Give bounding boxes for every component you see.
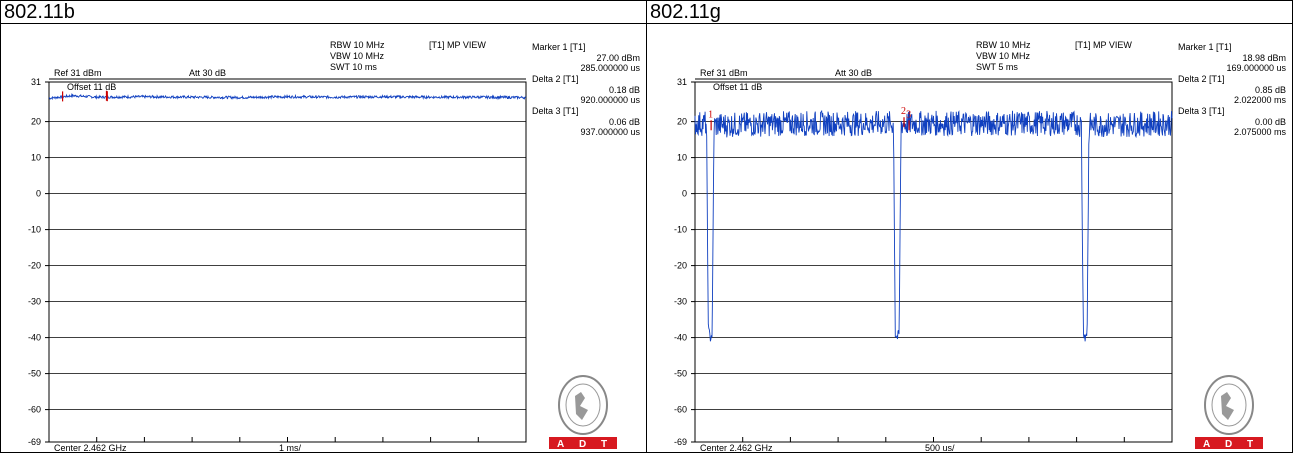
marker-readout-time: 2.022000 ms: [1234, 95, 1287, 105]
bureau-veritas-seal-icon: [558, 375, 608, 435]
marker-readout-level: 0.00 dB: [1255, 117, 1286, 127]
ref-label: Ref 31 dBm: [700, 68, 748, 78]
svg-text:T: T: [1247, 439, 1253, 450]
marker-readout-label: Delta 2 [T1]: [1178, 74, 1225, 84]
panel-title: 802.11b: [4, 1, 75, 23]
marker-readout-level: 0.18 dB: [609, 85, 640, 95]
marker-label: 2: [901, 106, 906, 117]
swt-label: SWT 10 ms: [330, 62, 377, 72]
marker-readout-time: 285.000000 us: [580, 63, 640, 73]
marker-readout-time: 2.075000 ms: [1234, 127, 1287, 137]
bureau-veritas-seal-icon: [1204, 375, 1254, 435]
svg-text:D: D: [1225, 439, 1232, 450]
marker-readout-level: 0.06 dB: [609, 117, 640, 127]
marker-readout-time: 937.000000 us: [580, 127, 640, 137]
swt-label: SWT 5 ms: [976, 62, 1018, 72]
y-tick-label: 20: [31, 117, 41, 127]
vbw-label: VBW 10 MHz: [976, 51, 1031, 61]
att-label: Att 30 dB: [835, 68, 872, 78]
span-label: 500 us/: [925, 443, 955, 453]
y-tick-label: -40: [674, 333, 687, 343]
marker-readout-time: 169.000000 us: [1226, 63, 1286, 73]
panel-title: 802.11g: [650, 1, 721, 23]
att-label: Att 30 dB: [189, 68, 226, 78]
y-tick-label: 31: [677, 77, 687, 87]
y-tick-label: -50: [28, 369, 41, 379]
marker-readout-label: Delta 3 [T1]: [532, 106, 579, 116]
marker-readout-label: Marker 1 [T1]: [1178, 42, 1232, 52]
y-tick-label: -69: [28, 437, 41, 447]
y-tick-label: 31: [31, 77, 41, 87]
rbw-label: RBW 10 MHz: [330, 40, 385, 50]
plot-frame: [48, 81, 527, 443]
y-tick-label: -40: [28, 333, 41, 343]
ref-label: Ref 31 dBm: [54, 68, 102, 78]
y-tick-label: 20: [677, 117, 687, 127]
center-label: Center 2.462 GHz: [54, 443, 127, 453]
offset-label: Offset 11 dB: [713, 82, 762, 92]
y-tick-label: -60: [28, 405, 41, 415]
y-tick-label: -60: [674, 405, 687, 415]
svg-text:A: A: [557, 439, 564, 450]
y-tick-label: -30: [674, 297, 687, 307]
marker-readout-label: Marker 1 [T1]: [532, 42, 586, 52]
panel-header: 802.11b: [1, 1, 646, 24]
marker-readout-level: 18.98 dBm: [1242, 53, 1286, 63]
marker-readout-level: 27.00 dBm: [596, 53, 640, 63]
view-label: [T1] MP VIEW: [1075, 40, 1132, 50]
marker-label: 3: [906, 109, 911, 120]
y-tick-label: 0: [682, 189, 687, 199]
y-tick-label: -50: [674, 369, 687, 379]
y-tick-label: -20: [674, 261, 687, 271]
plot-frame: [694, 81, 1173, 443]
marker-readout-time: 920.000000 us: [580, 95, 640, 105]
y-tick-label: -10: [28, 225, 41, 235]
svg-text:T: T: [601, 439, 607, 450]
panel-header: 802.11g: [647, 1, 1292, 24]
marker-label: 1: [708, 109, 713, 120]
offset-label: Offset 11 dB: [67, 82, 116, 92]
y-tick-label: 0: [36, 189, 41, 199]
svg-text:A: A: [1203, 439, 1210, 450]
center-label: Center 2.462 GHz: [700, 443, 773, 453]
trace-line: [694, 109, 1173, 342]
y-tick-label: -30: [28, 297, 41, 307]
marker-readout-level: 0.85 dB: [1255, 85, 1286, 95]
svg-text:D: D: [579, 439, 586, 450]
y-tick-label: -69: [674, 437, 687, 447]
panel-0: 802.11b RBW 10 MHz VBW 10 MHz SWT 10 ms [T1]…: [0, 0, 647, 453]
y-tick-label: -10: [674, 225, 687, 235]
marker-readout-label: Delta 2 [T1]: [532, 74, 579, 84]
vbw-label: VBW 10 MHz: [330, 51, 385, 61]
y-tick-label: 10: [677, 153, 687, 163]
view-label: [T1] MP VIEW: [429, 40, 486, 50]
y-tick-label: -20: [28, 261, 41, 271]
marker-readout-label: Delta 3 [T1]: [1178, 106, 1225, 116]
trace-line: [48, 92, 527, 101]
rbw-label: RBW 10 MHz: [976, 40, 1031, 50]
span-label: 1 ms/: [279, 443, 302, 453]
y-tick-label: 10: [31, 153, 41, 163]
panel-1: 802.11g RBW 10 MHz VBW 10 MHz SWT 5 ms [T1] …: [646, 0, 1293, 453]
